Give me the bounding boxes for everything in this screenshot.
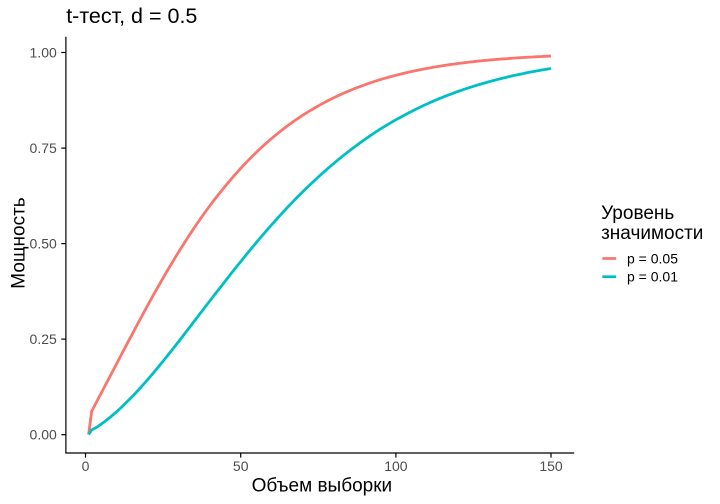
svg-text:0.00: 0.00	[30, 427, 57, 443]
svg-text:100: 100	[384, 458, 408, 474]
svg-text:0.75: 0.75	[30, 140, 57, 156]
svg-text:Мощность: Мощность	[8, 197, 29, 289]
svg-text:0.25: 0.25	[30, 331, 57, 347]
svg-text:Уровень: Уровень	[601, 203, 674, 224]
svg-text:значимости: значимости	[601, 223, 703, 244]
svg-text:50: 50	[233, 458, 249, 474]
svg-text:p = 0.01: p = 0.01	[627, 269, 678, 285]
svg-text:t-тест, d = 0.5: t-тест, d = 0.5	[66, 4, 197, 28]
svg-text:0.50: 0.50	[30, 236, 57, 252]
svg-text:0: 0	[82, 458, 90, 474]
svg-text:Объем выборки: Объем выборки	[252, 475, 393, 496]
svg-text:150: 150	[539, 458, 563, 474]
svg-text:1.00: 1.00	[30, 45, 57, 61]
svg-text:p = 0.05: p = 0.05	[627, 250, 678, 266]
